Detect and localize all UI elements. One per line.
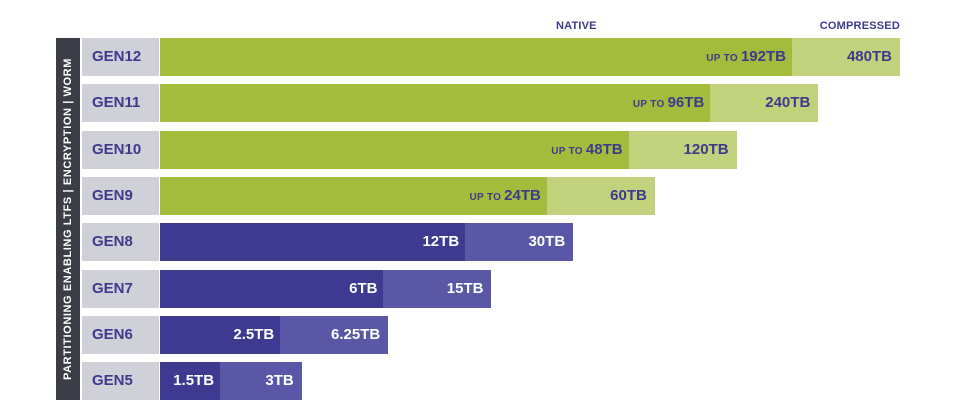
native-bar xyxy=(160,315,281,354)
native-value: 6TB xyxy=(349,279,378,297)
up-to-prefix: UP TO xyxy=(632,99,665,111)
native-bar xyxy=(160,362,221,401)
native-bar xyxy=(160,223,466,262)
native-value-label: 12TB xyxy=(160,223,459,261)
up-to-prefix: UP TO xyxy=(706,53,738,64)
native-bar xyxy=(160,130,629,169)
compressed-value-label: 60TB xyxy=(610,186,647,204)
native-bar xyxy=(160,269,384,308)
feature-side-label: PARTITIONING ENABLING LTFS | ENCRYPTION … xyxy=(62,58,74,380)
native-value-label: 1.5TB xyxy=(160,362,214,400)
native-value-label: 6TB xyxy=(160,270,377,308)
native-value: 24TB xyxy=(504,186,541,204)
native-value: 192TB xyxy=(740,48,786,65)
native-value-label: UP TO 24TB xyxy=(160,177,541,215)
compressed-value-label: 480TB xyxy=(846,48,892,65)
compressed-value-label: 6.25TB xyxy=(331,325,381,343)
legend-native: NATIVE xyxy=(556,20,597,32)
native-value-label: UP TO 48TB xyxy=(160,131,623,169)
native-value: 48TB xyxy=(585,140,623,158)
up-to-prefix: UP TO xyxy=(469,191,502,203)
generation-label: GEN7 xyxy=(82,269,159,308)
native-value: 2.5TB xyxy=(233,325,275,343)
generation-label: GEN11 xyxy=(82,84,159,123)
compressed-value-label: 120TB xyxy=(683,140,729,158)
native-value-label: UP TO 96TB xyxy=(160,84,704,122)
generation-label: GEN6 xyxy=(82,315,159,354)
native-bar xyxy=(160,176,547,215)
generation-label: GEN8 xyxy=(82,223,159,262)
generation-label: GEN10 xyxy=(82,130,159,169)
native-value: 1.5TB xyxy=(173,372,215,390)
generation-label: GEN5 xyxy=(82,362,159,401)
native-bar xyxy=(160,84,711,123)
generation-label: GEN9 xyxy=(82,176,159,215)
generation-label: GEN12 xyxy=(82,38,159,76)
native-value-label: UP TO 192TB xyxy=(160,38,786,76)
native-bar xyxy=(160,38,792,76)
legend-compressed: COMPRESSED xyxy=(819,20,900,32)
up-to-prefix: UP TO xyxy=(551,145,583,157)
compressed-value-label: 15TB xyxy=(446,279,484,297)
compressed-value-label: 30TB xyxy=(528,233,566,251)
compressed-value-label: 3TB xyxy=(265,372,294,390)
compressed-value-label: 240TB xyxy=(765,94,811,112)
feature-side-bar xyxy=(56,38,80,400)
native-value: 12TB xyxy=(422,233,460,251)
native-value-label: 2.5TB xyxy=(160,316,274,354)
native-value: 96TB xyxy=(667,94,705,112)
